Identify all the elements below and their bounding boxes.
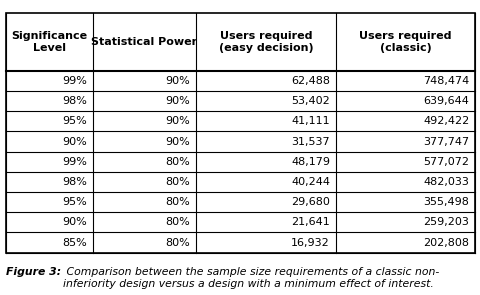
Text: 90%: 90%	[62, 217, 87, 227]
Text: Figure 3:: Figure 3:	[6, 268, 61, 277]
Text: Statistical Power: Statistical Power	[91, 37, 197, 47]
Text: 577,072: 577,072	[422, 157, 468, 167]
Text: 482,033: 482,033	[423, 177, 468, 187]
Text: 53,402: 53,402	[291, 96, 329, 106]
Text: 355,498: 355,498	[423, 197, 468, 207]
Bar	[6, 13, 474, 253]
Text: 90%: 90%	[165, 96, 190, 106]
Text: 80%: 80%	[165, 157, 190, 167]
Text: 48,179: 48,179	[290, 157, 329, 167]
Text: 40,244: 40,244	[290, 177, 329, 187]
Text: Users required
(easy decision): Users required (easy decision)	[218, 31, 312, 53]
Text: 41,111: 41,111	[291, 116, 329, 126]
Text: 492,422: 492,422	[422, 116, 468, 126]
Text: 80%: 80%	[165, 197, 190, 207]
Text: 90%: 90%	[165, 137, 190, 147]
Text: 99%: 99%	[62, 76, 87, 86]
Text: 16,932: 16,932	[291, 237, 329, 248]
Text: 29,680: 29,680	[290, 197, 329, 207]
Text: 98%: 98%	[62, 177, 87, 187]
Text: 259,203: 259,203	[423, 217, 468, 227]
Text: 90%: 90%	[62, 137, 87, 147]
Text: 98%: 98%	[62, 96, 87, 106]
Text: 90%: 90%	[165, 116, 190, 126]
Text: 99%: 99%	[62, 157, 87, 167]
Text: 95%: 95%	[62, 197, 87, 207]
Text: 80%: 80%	[165, 217, 190, 227]
Text: 62,488: 62,488	[290, 76, 329, 86]
Text: Users required
(classic): Users required (classic)	[359, 31, 451, 53]
Text: Comparison between the sample size requirements of a classic non-
inferiority de: Comparison between the sample size requi…	[62, 268, 438, 289]
Text: 202,808: 202,808	[422, 237, 468, 248]
Text: Significance
Level: Significance Level	[11, 31, 87, 53]
Text: 31,537: 31,537	[291, 137, 329, 147]
Text: 748,474: 748,474	[422, 76, 468, 86]
Text: 80%: 80%	[165, 177, 190, 187]
Text: 639,644: 639,644	[423, 96, 468, 106]
Text: 95%: 95%	[62, 116, 87, 126]
Text: 377,747: 377,747	[422, 137, 468, 147]
Text: 80%: 80%	[165, 237, 190, 248]
Text: 21,641: 21,641	[291, 217, 329, 227]
Text: 90%: 90%	[165, 76, 190, 86]
Text: 85%: 85%	[62, 237, 87, 248]
